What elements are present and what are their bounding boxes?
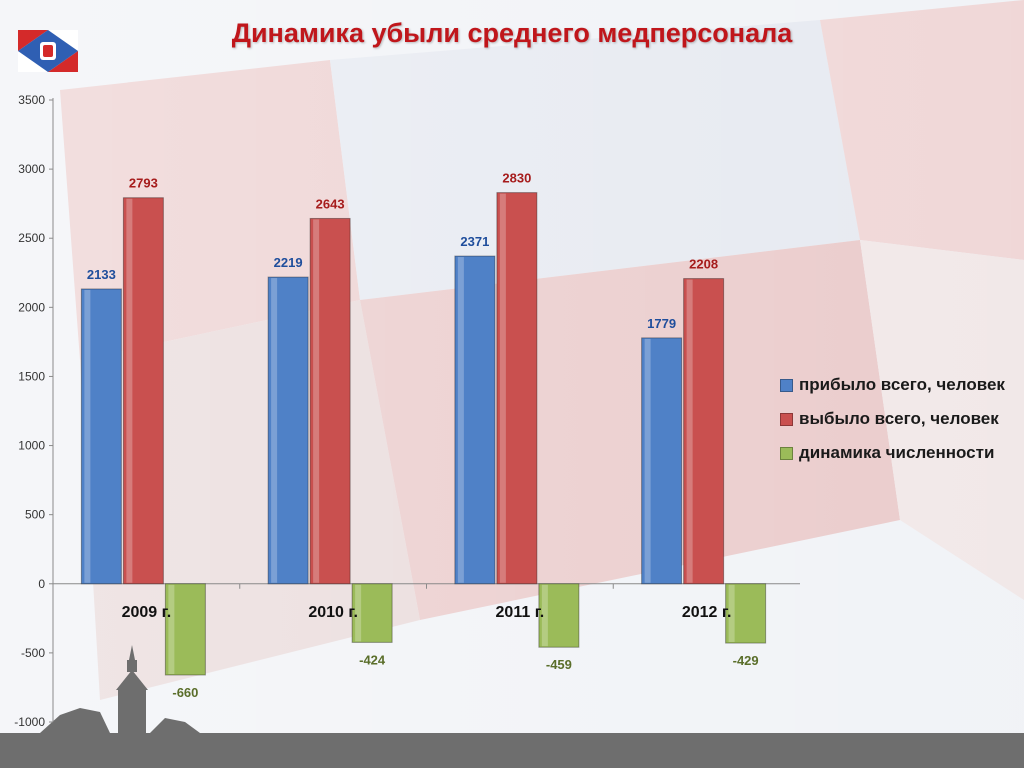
bar-highlight: [355, 584, 362, 642]
perm-flag-logo: [18, 30, 78, 72]
data-label: -660: [172, 685, 198, 700]
x-tick-label: 2012 г.: [682, 604, 732, 621]
bar-highlight: [126, 198, 133, 583]
legend-item: выбыло всего, человек: [780, 402, 1005, 436]
bar-highlight: [728, 584, 735, 643]
legend-label: прибыло всего, человек: [799, 375, 1005, 394]
bar-highlight: [168, 584, 175, 675]
data-label: 2133: [87, 267, 116, 282]
data-label: 2371: [460, 234, 489, 249]
legend-swatch-series2: [780, 412, 793, 426]
y-tick-label: 1500: [18, 369, 45, 383]
bar-highlight: [271, 278, 278, 583]
data-label: 2793: [129, 176, 158, 191]
bar: [122, 197, 164, 585]
bar: [454, 255, 496, 585]
bar-highlight: [84, 289, 91, 583]
y-tick-label: 3500: [18, 93, 45, 107]
y-tick-label: 2000: [18, 300, 45, 314]
legend-swatch-series3: [780, 446, 793, 460]
bar: [641, 337, 683, 585]
bar: [725, 583, 767, 644]
bar-highlight: [499, 193, 506, 583]
data-label: -429: [733, 653, 759, 668]
legend-item: динамика численности: [780, 436, 1005, 470]
bar-highlight: [541, 584, 548, 647]
y-tick-label: 3000: [18, 162, 45, 176]
bar: [80, 288, 122, 585]
bar-highlight: [457, 257, 464, 583]
data-label: 2643: [316, 196, 345, 211]
bar: [683, 278, 725, 585]
y-tick-label: 500: [25, 508, 45, 522]
legend-item: прибыло всего, человек: [780, 368, 1005, 402]
x-tick-label: 2011 г.: [496, 604, 545, 621]
data-label: 2830: [502, 171, 531, 186]
y-tick-label: 2500: [18, 231, 45, 245]
bar: [538, 583, 580, 648]
bar: [496, 192, 538, 585]
bar: [351, 583, 393, 643]
data-label: 2219: [274, 255, 303, 270]
y-tick-label: 1000: [18, 439, 45, 453]
bar: [309, 217, 351, 585]
legend-label: динамика численности: [799, 443, 995, 462]
bar-highlight: [313, 219, 320, 583]
x-tick-label: 2009 г.: [122, 604, 172, 621]
y-tick-label: 0: [38, 577, 45, 591]
legend-label: выбыло всего, человек: [799, 409, 999, 428]
bar-highlight: [686, 279, 693, 583]
legend-swatch-series1: [780, 378, 793, 392]
chart-legend: прибыло всего, человек выбыло всего, чел…: [780, 368, 1005, 470]
data-label: 1779: [647, 316, 676, 331]
page-title: Динамика убыли среднего медперсонала: [231, 18, 793, 48]
y-tick-label: -1000: [14, 715, 45, 729]
bar-highlight: [644, 338, 651, 583]
x-tick-label: 2010 г.: [308, 604, 358, 621]
data-label: -459: [546, 657, 572, 672]
city-silhouette: [0, 645, 1024, 768]
bar: [267, 276, 309, 585]
bar: [164, 583, 206, 676]
data-label: 2208: [689, 257, 718, 272]
data-label: -424: [359, 652, 386, 667]
y-tick-label: -500: [21, 646, 45, 660]
